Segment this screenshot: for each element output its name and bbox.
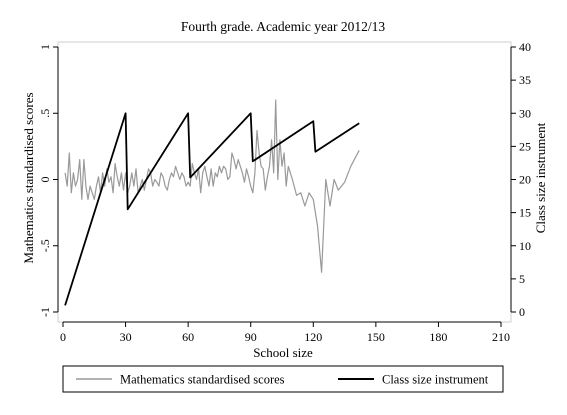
y-right-tick-label: 5 bbox=[519, 272, 525, 286]
plot-area bbox=[57, 41, 512, 323]
y-axis-right: 0 5 10 15 20 25 30 35 40 bbox=[510, 40, 531, 319]
legend-label-class-size: Class size instrument bbox=[382, 373, 489, 387]
series-layer bbox=[64, 99, 360, 306]
x-tick-label: 30 bbox=[120, 330, 132, 344]
x-axis-title: School size bbox=[253, 345, 313, 360]
y-right-tick-label: 40 bbox=[519, 40, 531, 54]
y-axis-left-title: Mathematics standardised scores bbox=[21, 92, 36, 263]
y-left-tick-label: 1 bbox=[38, 44, 52, 50]
y-right-tick-label: 10 bbox=[519, 239, 531, 253]
x-tick-label: 150 bbox=[367, 330, 385, 344]
y-axis-left: -1 -.5 0 .5 1 bbox=[38, 44, 59, 317]
y-right-tick-label: 30 bbox=[519, 106, 531, 120]
y-left-tick-label: 0 bbox=[38, 177, 52, 183]
legend: Mathematics standardised scores Class si… bbox=[62, 365, 504, 393]
legend-box bbox=[62, 365, 504, 393]
x-tick-label: 90 bbox=[245, 330, 257, 344]
y-axis-right-title: Class size instrument bbox=[533, 122, 548, 233]
series-line-class-size bbox=[64, 112, 360, 306]
x-axis: 0 30 60 90 120 150 180 210 bbox=[60, 321, 510, 344]
y-right-tick-label: 25 bbox=[519, 139, 531, 153]
x-tick-label: 120 bbox=[304, 330, 322, 344]
chart-title: Fourth grade. Academic year 2012/13 bbox=[181, 19, 386, 34]
x-tick-label: 0 bbox=[60, 330, 66, 344]
y-right-tick-label: 20 bbox=[519, 173, 531, 187]
x-tick-label: 60 bbox=[182, 330, 194, 344]
y-left-tick-label: -.5 bbox=[38, 239, 52, 252]
x-tick-label: 210 bbox=[492, 330, 510, 344]
y-left-tick-label: .5 bbox=[38, 109, 52, 118]
x-tick-label: 180 bbox=[429, 330, 447, 344]
y-left-tick-label: -1 bbox=[38, 307, 52, 317]
legend-label-math-scores: Mathematics standardised scores bbox=[120, 373, 285, 387]
y-right-tick-label: 15 bbox=[519, 206, 531, 220]
y-right-tick-label: 0 bbox=[519, 305, 525, 319]
y-right-tick-label: 35 bbox=[519, 73, 531, 87]
